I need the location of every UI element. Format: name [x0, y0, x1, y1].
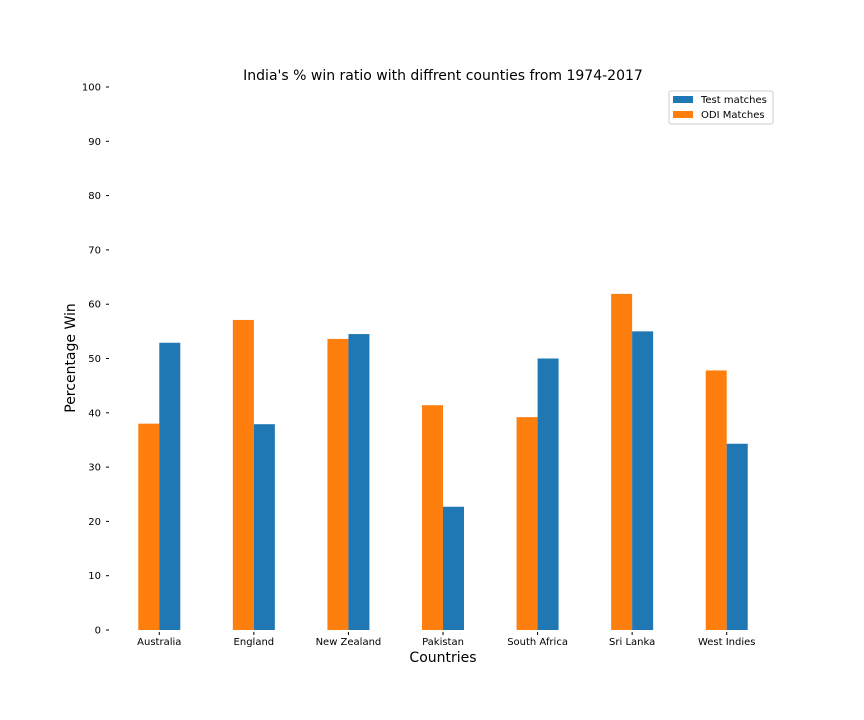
x-tick-label: West Indies: [698, 637, 756, 648]
legend-swatch: [673, 96, 693, 103]
bar-odi-pakistan: [422, 405, 443, 630]
x-tick-label: New Zealand: [316, 637, 382, 648]
x-tick-label: Australia: [137, 637, 181, 648]
y-axis-label: Percentage Win: [63, 303, 79, 413]
chart-title: India's % win ratio with diffrent counti…: [243, 68, 643, 84]
bar-odi-west-indies: [705, 370, 727, 630]
bar-test-england: [253, 424, 275, 630]
y-tick-label: 30: [88, 463, 101, 474]
bars: [138, 293, 748, 630]
y-tick-label: 20: [88, 517, 101, 528]
y-tick-label: 100: [82, 83, 101, 94]
y-tick-label: 80: [88, 191, 101, 202]
x-axis: Australia England New Zealand Pakistan South…: [137, 632, 755, 648]
legend: Test matches ODI Matches: [668, 90, 774, 125]
x-tick-label: South Africa: [507, 637, 568, 648]
bar-test-south-africa: [537, 358, 559, 630]
legend-label: Test matches: [700, 95, 767, 106]
bar-test-pakistan: [443, 506, 464, 630]
legend-label: ODI Matches: [701, 110, 765, 121]
legend-swatch: [673, 111, 693, 118]
y-tick-label: 90: [88, 137, 101, 148]
y-tick-label: 70: [88, 245, 101, 256]
bar-odi-sri-lanka: [611, 293, 633, 630]
x-axis-label: Countries: [409, 650, 476, 666]
x-tick-label: England: [234, 637, 275, 648]
x-tick-label: Pakistan: [422, 637, 464, 648]
y-axis: 0 10 20 30 40 50 60 70 80 90 100: [82, 83, 109, 637]
y-tick-label: 0: [95, 626, 101, 637]
x-tick-label: Sri Lanka: [609, 637, 655, 648]
bar-test-sri-lanka: [632, 331, 654, 630]
bar-odi-england: [232, 319, 254, 630]
y-tick-label: 60: [88, 300, 101, 311]
y-tick-label: 50: [88, 354, 101, 365]
bar-test-west-indies: [726, 443, 748, 630]
y-tick-label: 10: [88, 571, 101, 582]
bar-odi-australia: [138, 423, 160, 630]
y-tick-label: 40: [88, 408, 101, 419]
bar-test-new-zealand: [348, 334, 370, 630]
legend-box: [668, 90, 774, 125]
bar-odi-south-africa: [516, 417, 538, 630]
bar-test-australia: [159, 342, 181, 630]
bar-odi-new-zealand: [327, 338, 349, 630]
